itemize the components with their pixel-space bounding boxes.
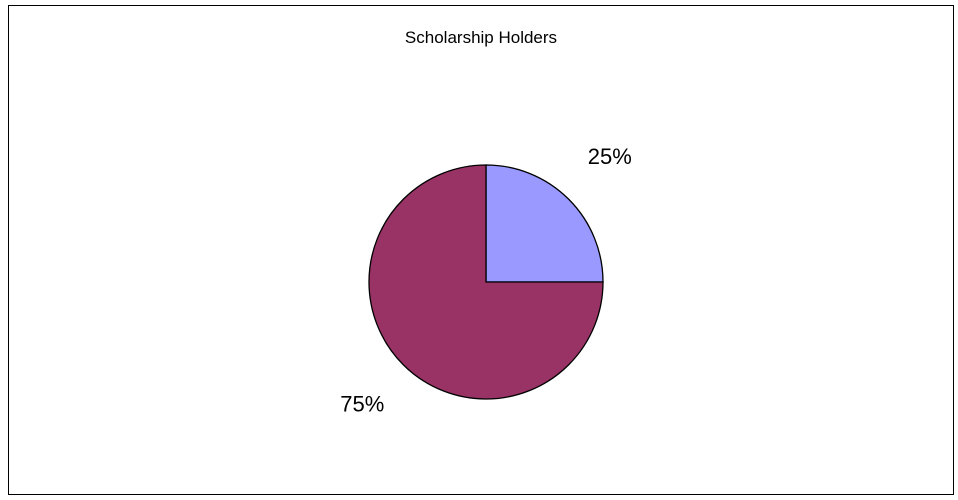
slice-label-75: 75% [340, 392, 384, 417]
chart-frame: Scholarship Holders 25% 75% [8, 5, 954, 495]
pie-slice-25 [485, 164, 604, 283]
chart-title: Scholarship Holders [404, 28, 558, 47]
pie-slice-75 [368, 164, 604, 400]
slice-label-25: 25% [588, 144, 632, 169]
pie-chart: 25% 75% [340, 144, 632, 417]
